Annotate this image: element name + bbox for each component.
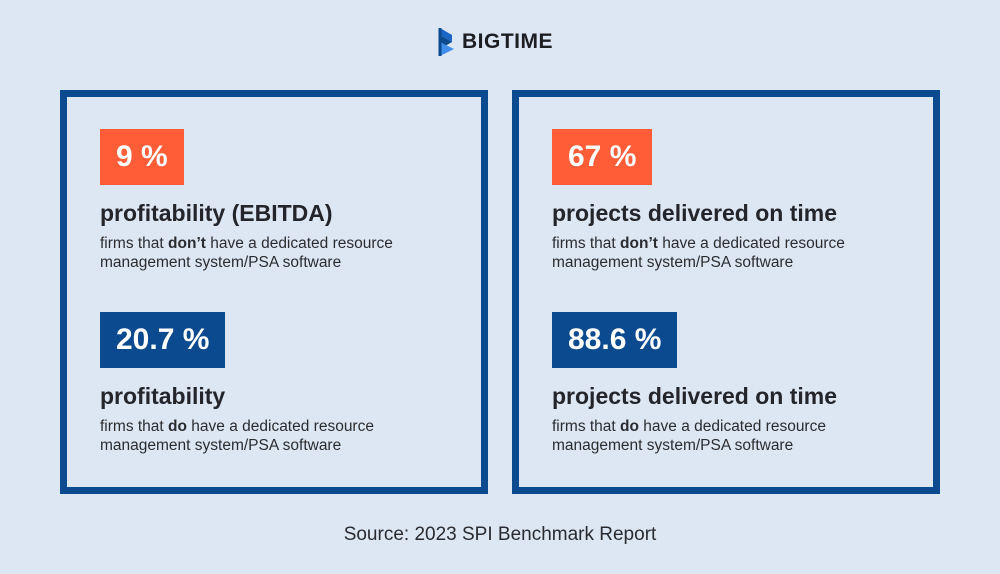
brand-logo: BIGTIME	[437, 26, 553, 58]
stat-title: profitability	[100, 383, 226, 409]
stat-block: 67 % projects delivered on time firms th…	[552, 129, 892, 272]
stat-description: firms that don’t have a dedicated resour…	[552, 235, 845, 271]
stat-block: 9 % profitability (EBITDA) firms that do…	[100, 129, 440, 272]
stat-description: firms that do have a dedicated resource …	[552, 418, 826, 454]
stats-card-on-time-delivery: 67 % projects delivered on time firms th…	[512, 90, 940, 494]
stat-description: firms that do have a dedicated resource …	[100, 418, 374, 454]
stat-value-badge: 20.7 %	[100, 312, 226, 368]
bigtime-b-play-icon	[438, 28, 454, 56]
stat-title: projects delivered on time	[552, 200, 838, 226]
stat-value-badge: 88.6 %	[552, 312, 678, 368]
stat-title: profitability (EBITDA)	[100, 200, 333, 226]
stats-card-profitability: 9 % profitability (EBITDA) firms that do…	[60, 90, 488, 494]
stat-block: 20.7 % profitability firms that do have …	[100, 312, 440, 455]
stat-title: projects delivered on time	[552, 383, 838, 409]
logo-text: BIGTIME	[462, 30, 553, 53]
source-citation: Source: 2023 SPI Benchmark Report	[343, 524, 657, 545]
stat-value-badge: 67 %	[552, 129, 653, 185]
stat-value-badge: 9 %	[100, 129, 184, 185]
stat-block: 88.6 % projects delivered on time firms …	[552, 312, 892, 455]
stat-description: firms that don’t have a dedicated resour…	[100, 235, 393, 271]
